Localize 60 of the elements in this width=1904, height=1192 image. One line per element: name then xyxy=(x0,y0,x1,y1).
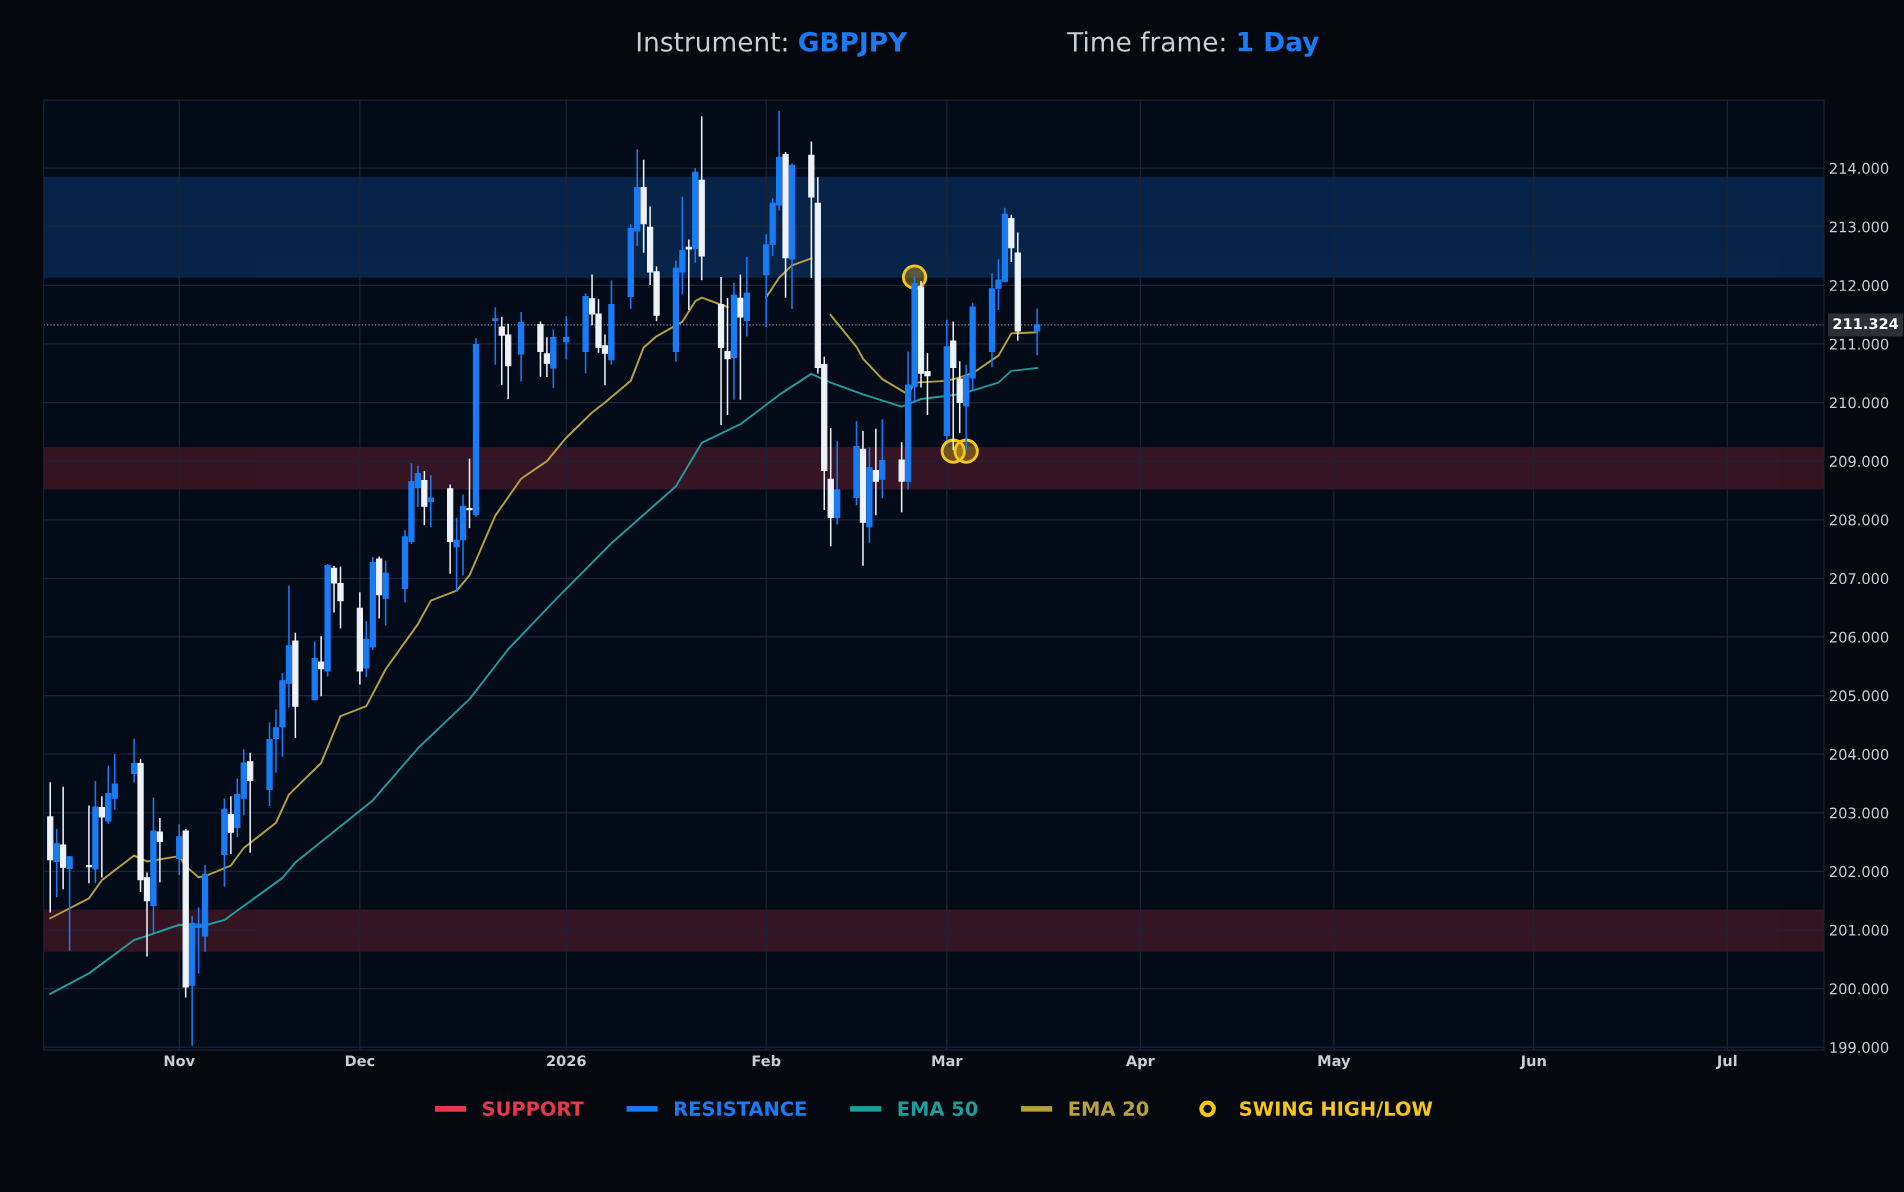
y-tick-label: 205.000 xyxy=(1829,690,1889,702)
y-tick-label: 212.000 xyxy=(1829,280,1889,292)
candlestick xyxy=(453,517,460,593)
x-tick-label: Nov xyxy=(164,1055,195,1067)
y-tick-label: 208.000 xyxy=(1829,514,1889,526)
chart-title: Instrument: GBPJPY xyxy=(637,31,908,57)
y-tick-label: 213.000 xyxy=(1829,221,1889,233)
x-tick-label: 2026 xyxy=(547,1055,586,1067)
y-tick-label: 206.000 xyxy=(1829,631,1889,643)
candlestick xyxy=(563,316,570,360)
x-tick-label: Feb xyxy=(752,1055,781,1067)
x-tick-label: Jun xyxy=(1519,1055,1546,1070)
candlestick xyxy=(318,636,325,697)
candlestick xyxy=(60,786,67,890)
candlestick xyxy=(176,824,183,876)
y-tick-label: 203.000 xyxy=(1829,807,1889,819)
chart-subtitle: Time frame: 1 Day xyxy=(1067,31,1319,57)
y-tick-label: 204.000 xyxy=(1829,748,1889,760)
legend-label: RESISTANCE xyxy=(675,1101,806,1116)
candlestick xyxy=(247,752,254,853)
y-tick-label: 214.000 xyxy=(1829,162,1889,174)
candlestick xyxy=(98,796,105,878)
legend-label: SUPPORT xyxy=(482,1101,584,1116)
legend-label: EMA 20 xyxy=(1069,1101,1149,1116)
y-tick-label: 201.000 xyxy=(1829,924,1889,936)
candlestick xyxy=(872,428,879,516)
candlestick xyxy=(543,337,551,377)
line-series xyxy=(49,366,1039,995)
candlestick xyxy=(685,239,692,311)
candlestick xyxy=(85,805,93,884)
candlestick xyxy=(66,855,73,951)
candlestick xyxy=(427,475,434,527)
candlestick xyxy=(466,458,473,529)
y-tick-label: 202.000 xyxy=(1829,866,1889,878)
candlestick xyxy=(737,274,744,400)
y-tick-label: 209.000 xyxy=(1829,455,1889,467)
candlestick xyxy=(130,738,138,783)
x-tick-label: Mar xyxy=(932,1055,963,1067)
x-tick-label: May xyxy=(1318,1055,1351,1070)
candlestick xyxy=(898,442,905,513)
x-tick-label: Dec xyxy=(345,1055,375,1067)
candlestick xyxy=(156,817,164,883)
y-tick-label: 210.000 xyxy=(1829,397,1889,409)
candlestick xyxy=(1033,308,1041,356)
candlestick xyxy=(956,361,963,434)
candlestick xyxy=(272,709,280,773)
y-tick-label: 200.000 xyxy=(1829,983,1889,995)
candlestick xyxy=(879,419,886,499)
candlestick xyxy=(227,796,234,854)
x-tick-label: Apr xyxy=(1125,1055,1155,1070)
y-tick-label: 199.000 xyxy=(1830,1041,1889,1053)
x-tick-label: Jul xyxy=(1716,1055,1737,1070)
ref-line-label: 211.324 xyxy=(1833,318,1899,330)
y-tick-label: 207.000 xyxy=(1829,573,1889,585)
candlestick xyxy=(724,298,731,416)
candlestick xyxy=(53,829,60,898)
y-tick-label: 211.000 xyxy=(1829,338,1889,350)
legend-label: SWING HIGH/LOW xyxy=(1240,1101,1433,1118)
legend-label: EMA 50 xyxy=(898,1101,978,1116)
candlestick xyxy=(492,307,499,365)
